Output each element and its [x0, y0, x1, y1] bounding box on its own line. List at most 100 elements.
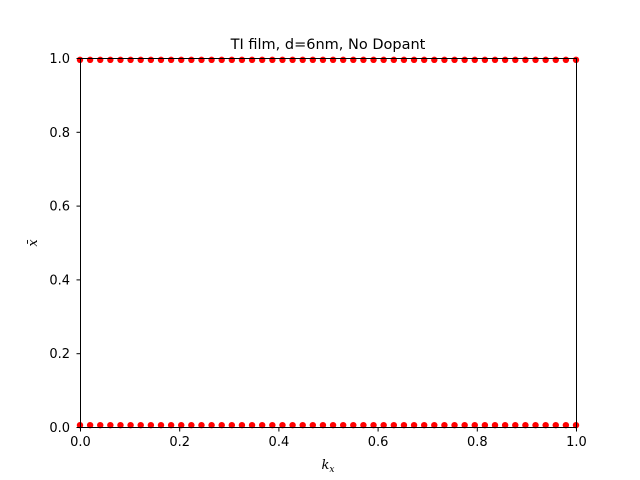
data-point — [532, 421, 539, 429]
data-point — [562, 56, 570, 64]
x-tick-label: 1.0 — [566, 435, 587, 450]
data-point — [198, 421, 205, 429]
y-tick-label: 0.8 — [49, 126, 70, 141]
data-point — [461, 56, 468, 64]
data-point — [360, 56, 367, 64]
y-tick-label: 0.2 — [49, 347, 70, 362]
x-tick-label: 0.0 — [70, 435, 91, 450]
data-point — [319, 56, 327, 64]
data-point — [481, 56, 489, 64]
data-point — [279, 56, 286, 64]
data-point — [188, 56, 195, 64]
data-point — [522, 421, 529, 429]
data-point — [350, 56, 357, 64]
data-point — [380, 56, 387, 64]
data-point — [127, 56, 134, 64]
data-point — [208, 56, 215, 64]
data-point — [481, 421, 489, 429]
data-point — [451, 56, 458, 64]
data-point — [451, 421, 458, 429]
data-point — [279, 421, 286, 429]
data-point — [248, 421, 256, 429]
data-point — [542, 56, 549, 64]
plot-frame — [80, 58, 577, 428]
data-point — [238, 421, 246, 429]
data-point — [350, 421, 357, 429]
data-point — [309, 421, 317, 429]
data-point — [441, 56, 448, 64]
x-tick-label: 0.2 — [169, 435, 190, 450]
x-tick-label: 0.6 — [368, 435, 389, 450]
data-point — [208, 421, 215, 429]
data-point — [289, 56, 296, 64]
y-tick-label: 0.0 — [49, 421, 70, 436]
data-point — [522, 56, 529, 64]
data-point — [501, 421, 509, 429]
data-point — [228, 56, 236, 64]
x-tick-label: 0.8 — [467, 435, 488, 450]
x-axis-ticks: 0.0 0.2 0.4 0.6 0.8 1.0 — [70, 427, 587, 450]
y-tick-label: 1.0 — [49, 52, 70, 67]
data-point — [512, 56, 519, 64]
data-point — [329, 56, 337, 64]
data-point — [299, 56, 306, 64]
data-point — [258, 421, 266, 429]
data-point — [167, 421, 175, 429]
data-point — [380, 421, 387, 429]
data-point — [289, 421, 296, 429]
data-point — [329, 421, 337, 429]
y-tick-label: 0.4 — [49, 273, 70, 288]
data-point — [248, 56, 256, 64]
data-point — [107, 421, 114, 429]
data-point — [157, 56, 165, 64]
x-tick-label: 0.4 — [269, 435, 290, 450]
data-point — [420, 56, 428, 64]
data-point — [238, 56, 246, 64]
data-point — [218, 56, 225, 64]
data-point — [552, 421, 559, 429]
data-point — [491, 421, 499, 429]
data-point — [228, 421, 236, 429]
data-point — [562, 421, 570, 429]
data-point — [167, 56, 175, 64]
data-point — [552, 56, 559, 64]
y-axis-ticks: 0.0 0.2 0.4 0.6 0.8 1.0 — [49, 52, 81, 436]
data-point — [86, 421, 94, 429]
data-point — [431, 421, 438, 429]
data-point — [269, 421, 276, 429]
data-point — [441, 421, 448, 429]
data-point — [512, 421, 519, 429]
data-point — [400, 421, 408, 429]
data-point — [410, 421, 418, 429]
data-point — [137, 421, 144, 429]
data-point — [178, 56, 185, 64]
data-point — [117, 421, 124, 429]
data-point — [86, 56, 94, 64]
data-point — [420, 421, 428, 429]
data-point — [542, 421, 549, 429]
data-point — [390, 56, 398, 64]
data-point — [127, 421, 134, 429]
data-point — [501, 56, 509, 64]
y-tick-label: 0.6 — [49, 200, 70, 215]
data-point — [188, 421, 195, 429]
data-point — [431, 56, 438, 64]
data-point — [471, 421, 478, 429]
data-point — [258, 56, 266, 64]
data-point — [339, 56, 347, 64]
data-point — [147, 56, 155, 64]
data-point — [198, 56, 205, 64]
data-point — [137, 56, 144, 64]
data-point — [157, 421, 165, 429]
data-point — [410, 56, 418, 64]
data-point — [269, 56, 276, 64]
data-point — [319, 421, 327, 429]
data-point — [491, 56, 499, 64]
data-point — [471, 56, 478, 64]
data-point — [147, 421, 155, 429]
y-axis-label: x̄ — [26, 239, 41, 247]
data-point — [360, 421, 367, 429]
data-point — [339, 421, 347, 429]
